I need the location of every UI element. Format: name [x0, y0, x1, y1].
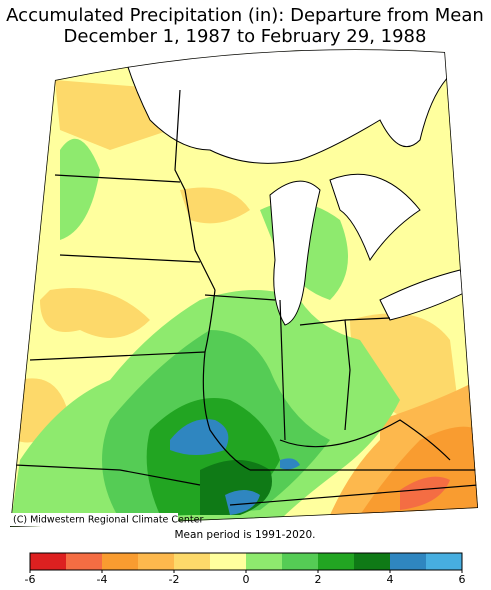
- note: Mean period is 1991-2020.: [174, 529, 315, 541]
- color-swatch: [210, 553, 246, 570]
- lake-michigan: [269, 180, 321, 326]
- region: [60, 138, 100, 240]
- tick-label: -2: [169, 573, 180, 586]
- region: [350, 313, 460, 427]
- color-swatch: [66, 553, 102, 570]
- title-line: Accumulated Precipitation (in): Departur…: [6, 5, 484, 26]
- region: [180, 187, 250, 224]
- region: [280, 458, 300, 470]
- tick-label: 2: [315, 573, 322, 586]
- map: [10, 49, 478, 527]
- region: [225, 490, 260, 515]
- region: [400, 476, 450, 510]
- color-swatch: [102, 553, 138, 570]
- color-swatch: [318, 553, 354, 570]
- color-swatch: [174, 553, 210, 570]
- lake-superior-canada: [119, 49, 478, 164]
- tick-label: 6: [459, 573, 466, 586]
- tick-label: -6: [25, 573, 36, 586]
- region: [40, 288, 150, 338]
- tick-label: 0: [243, 573, 250, 586]
- region: [360, 426, 478, 515]
- tick-label: 4: [387, 573, 394, 586]
- credit: (C) Midwestern Regional Climate Center: [13, 515, 203, 526]
- region: [170, 419, 229, 455]
- tick-label: -4: [97, 573, 108, 586]
- color-swatch: [246, 553, 282, 570]
- color-swatch: [30, 553, 66, 570]
- lake-huron: [329, 173, 421, 262]
- color-swatch: [282, 553, 318, 570]
- state-lines: [14, 89, 478, 506]
- title-line: December 1, 1987 to February 29, 1988: [64, 26, 427, 47]
- color-swatch: [138, 553, 174, 570]
- color-swatch: [354, 553, 390, 570]
- color-swatch: [390, 553, 426, 570]
- credit-box: [10, 513, 178, 526]
- color-swatch: [426, 553, 462, 570]
- colorbar: -6 -4 -2 0 2 4 6: [25, 552, 466, 586]
